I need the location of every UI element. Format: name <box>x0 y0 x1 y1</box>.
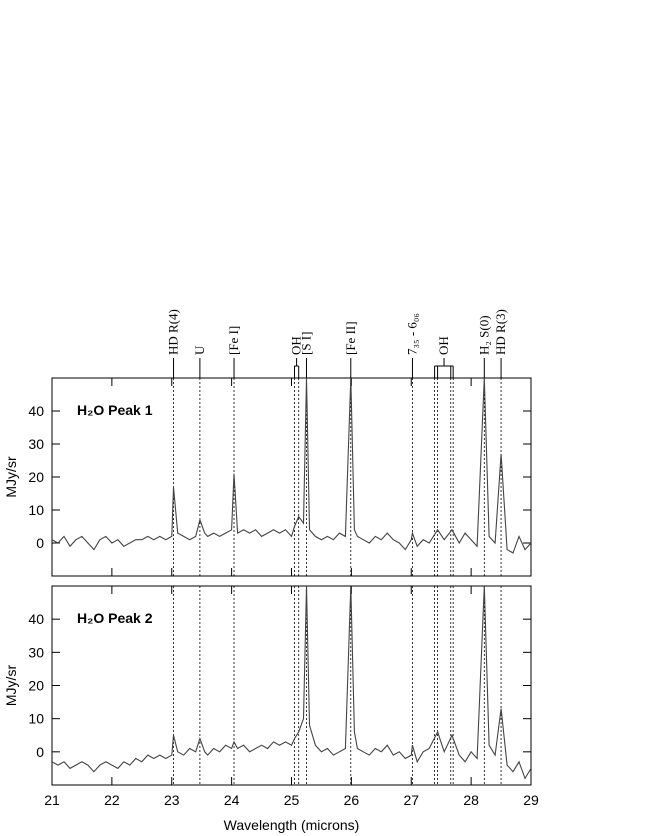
x-tick-label: 26 <box>344 792 360 808</box>
x-axis-label: Wavelength (microns) <box>224 817 360 833</box>
panel-title: H₂O Peak 1 <box>77 402 153 418</box>
y-tick-label: 0 <box>36 744 44 760</box>
y-tick-label: 40 <box>28 611 44 627</box>
line-label: [Fe II] <box>343 321 358 355</box>
y-axis-label: MJy/sr <box>3 456 19 498</box>
y-tick-label: 10 <box>28 711 44 727</box>
line-label: HD R(3) <box>493 309 508 355</box>
line-label: H₂ S(0) <box>476 315 491 355</box>
x-tick-label: 22 <box>104 792 120 808</box>
line-label: OH <box>289 336 304 355</box>
y-tick-label: 0 <box>36 535 44 551</box>
panel-title: H₂O Peak 2 <box>77 610 153 626</box>
x-tick-label: 27 <box>403 792 419 808</box>
x-tick-label: 21 <box>44 792 60 808</box>
y-axis-label: MJy/sr <box>3 665 19 707</box>
x-tick-label: 24 <box>224 792 240 808</box>
spectrum-line <box>52 586 531 780</box>
y-tick-label: 30 <box>28 644 44 660</box>
y-tick-label: 10 <box>28 502 44 518</box>
x-tick-label: 28 <box>463 792 479 808</box>
line-label: HD R(4) <box>166 309 181 355</box>
spectrum-line <box>52 378 531 554</box>
x-tick-label: 29 <box>523 792 539 808</box>
y-tick-label: 20 <box>28 469 44 485</box>
y-tick-label: 20 <box>28 678 44 694</box>
line-label: U <box>192 345 207 355</box>
line-label: [Fe I] <box>226 326 241 355</box>
line-label: 7₃₅ - 6₀₆ <box>404 313 419 355</box>
y-tick-label: 40 <box>28 403 44 419</box>
y-tick-label: 30 <box>28 436 44 452</box>
line-label: OH <box>436 336 451 355</box>
x-tick-label: 23 <box>164 792 180 808</box>
x-tick-label: 25 <box>284 792 300 808</box>
line-label: [S I] <box>298 332 313 355</box>
